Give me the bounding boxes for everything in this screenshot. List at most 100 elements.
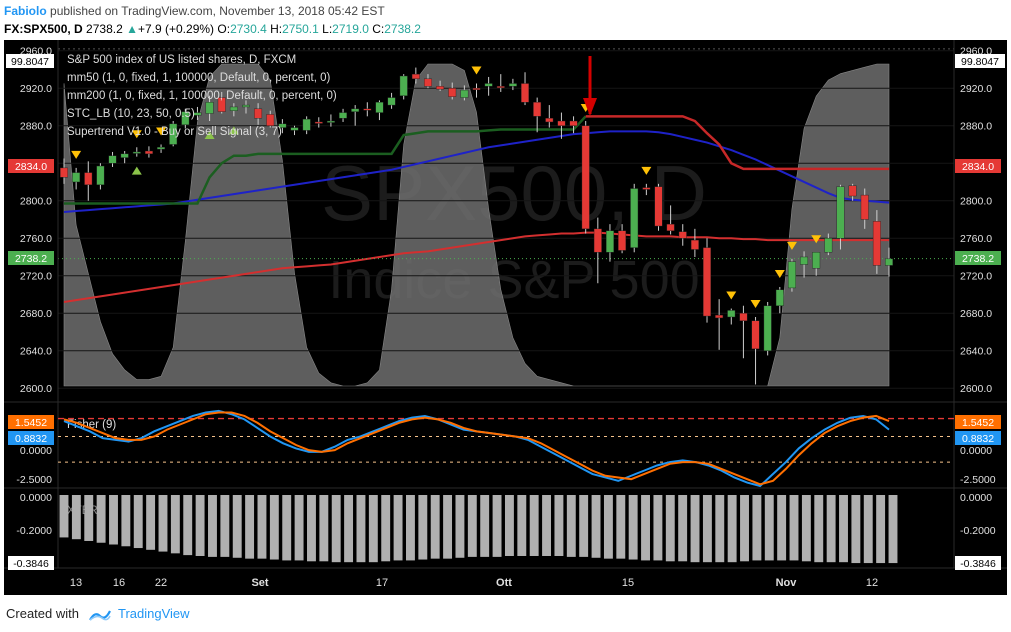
candle-body: [763, 305, 772, 351]
histogram-bar: [146, 495, 156, 550]
candle-body: [72, 172, 81, 183]
author-link[interactable]: Fabiolo: [4, 4, 47, 18]
histogram-bar: [702, 495, 712, 563]
candle-body: [169, 123, 178, 145]
open-value: 2730.4: [230, 22, 267, 36]
supertrend-red-line: [585, 115, 889, 171]
price-tick-left: 2760.0: [20, 233, 52, 245]
price-tick-right: 2800.0: [960, 196, 992, 208]
legend-supertrend[interactable]: Supertrend V1.0 - Buy or Sell Signal (3,…: [67, 126, 282, 138]
fisher-left-bottom: 0.8832: [15, 433, 47, 445]
candle-body: [326, 120, 335, 123]
candle-body: [205, 102, 214, 114]
chart-frame[interactable]: SPX500, D Indice S&P 500 S&P 500 index o…: [4, 40, 1007, 595]
candle-body: [775, 289, 784, 306]
histogram-bar: [96, 495, 106, 543]
candle-body: [496, 86, 505, 89]
candle-body: [715, 314, 724, 319]
histogram-bar: [331, 495, 341, 563]
legend-stc[interactable]: STC_LB (10, 23, 50, 0.5): [67, 108, 195, 120]
hist-right-top: 0.0000: [960, 492, 992, 504]
chart-canvas[interactable]: SPX500, D Indice S&P 500 S&P 500 index o…: [4, 40, 1007, 595]
sell-signal-icon: [750, 299, 761, 308]
histogram-bar: [839, 495, 848, 563]
tradingview-logo-icon[interactable]: [88, 608, 111, 622]
candle-body: [557, 120, 566, 126]
legend-title: S&P 500 index of US listed shares, D, FX…: [67, 54, 296, 66]
candle-body: [242, 104, 250, 108]
up-arrow-icon: ▲: [126, 22, 138, 36]
sell-signal-icon: [131, 130, 142, 139]
close-value: 2738.2: [384, 22, 421, 36]
histogram-bar: [752, 495, 762, 561]
histogram-bar: [71, 495, 81, 540]
high-label: H:: [270, 22, 283, 36]
candle-body: [872, 221, 881, 266]
low-value: 2719.0: [332, 22, 369, 36]
histogram-bar: [863, 495, 873, 564]
price-tick-left: 2640.0: [20, 346, 52, 358]
candle-body: [120, 153, 129, 158]
tradingview-link[interactable]: TradingView: [118, 606, 190, 621]
histogram-bar: [245, 495, 255, 559]
candle-body: [545, 118, 554, 123]
histogram-bar: [393, 495, 403, 561]
signals: [71, 66, 822, 308]
candle-body: [569, 120, 578, 126]
histogram-bar: [121, 495, 131, 547]
x-label-nov: Nov: [776, 577, 798, 589]
right-percent-label: 99.8047: [961, 56, 999, 68]
symbol[interactable]: FX:SPX500, D: [4, 22, 83, 36]
candle-body: [375, 102, 384, 113]
stc-area-path: [63, 63, 890, 387]
candle-body: [193, 112, 202, 116]
histogram-bar: [789, 495, 799, 561]
histogram-bar: [876, 495, 886, 564]
price-tick-right: 2640.0: [960, 346, 992, 358]
histogram-bar: [257, 495, 267, 559]
legend-mm200[interactable]: mm200 (1, 0, fixed, 1, 100000, Default, …: [67, 90, 337, 102]
histogram-bar: [232, 495, 242, 558]
candle-body: [84, 172, 93, 185]
candle-body: [302, 118, 311, 131]
x-label-22: 22: [155, 577, 167, 589]
candle-body: [132, 151, 141, 154]
histogram-bar: [294, 495, 304, 561]
candle-body: [460, 89, 469, 98]
histogram-bar: [443, 495, 453, 559]
histogram-bar: [591, 495, 601, 558]
candle-body: [363, 108, 372, 111]
candle-body: [278, 123, 287, 128]
candle-body: [642, 187, 651, 190]
histogram-bar: [740, 495, 749, 562]
price-tick-left: 2600.0: [20, 383, 52, 395]
candle-body: [812, 252, 821, 269]
candle-body: [254, 108, 263, 119]
symbol-line: FX:SPX500, D 2738.2 ▲+7.9 (+0.29%) O:273…: [4, 22, 421, 36]
histogram-bar: [381, 495, 391, 562]
histogram-bar: [430, 495, 440, 559]
price-tick-left: 2920.0: [20, 83, 52, 95]
buy-signal-icon: [131, 166, 142, 175]
x-label-16: 16: [113, 577, 125, 589]
candle-body: [800, 256, 809, 265]
histogram-bar: [269, 495, 279, 560]
fisher-right-top: 1.5452: [962, 417, 994, 429]
candle-body: [181, 111, 190, 125]
sell-signal-icon: [641, 166, 652, 175]
histogram-bar: [888, 495, 898, 564]
histogram-bar: [208, 495, 217, 557]
fisher-tick-neg-left: -2.5000: [16, 474, 52, 486]
fisher-tick-zero-left: 0.0000: [20, 445, 52, 457]
sell-signal-icon: [471, 66, 482, 75]
candle-body: [678, 231, 687, 239]
candle-body: [848, 185, 857, 197]
candle-body: [739, 313, 748, 321]
price-tick-right: 2920.0: [960, 83, 992, 95]
stc-area: [63, 63, 890, 387]
watermark-symbol: SPX500, D: [321, 149, 707, 237]
legend-mm50[interactable]: mm50 (1, 0, fixed, 1, 100000, Default, 0…: [67, 72, 331, 84]
candle-body: [157, 147, 166, 150]
fisher-tick-zero-right: 0.0000: [960, 445, 992, 457]
histogram-bar: [542, 495, 552, 556]
